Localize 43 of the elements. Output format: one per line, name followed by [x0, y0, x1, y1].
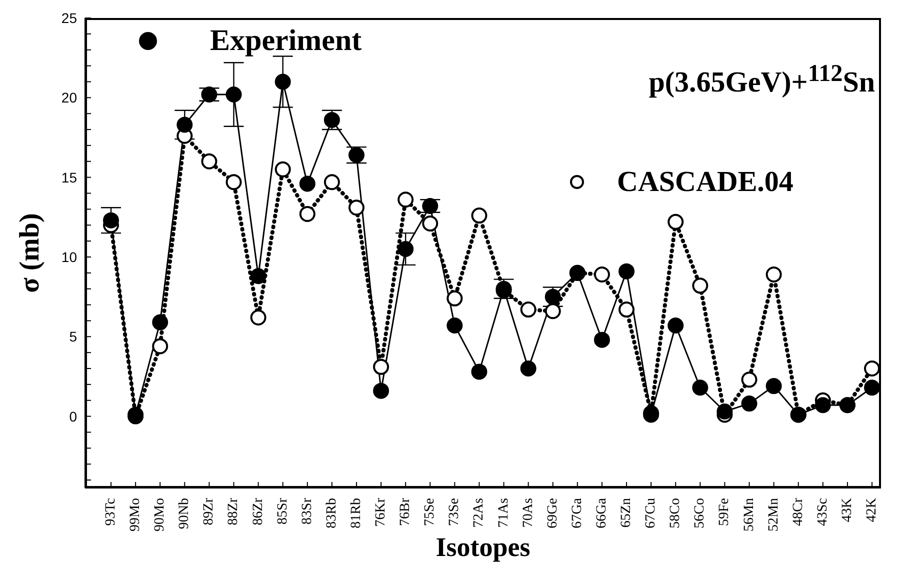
x-tick-label: 56Mn [742, 498, 757, 532]
x-tick-label: 42K [864, 498, 880, 522]
x-tick-label: 76Br [398, 498, 414, 526]
x-tick-label: 99Mo [128, 498, 144, 532]
x-tick-label: 67Ga [570, 497, 585, 528]
x-tick-label: 88Zr [226, 498, 242, 526]
x-tick-label: 70As [520, 498, 536, 528]
y-tick-label: 10 [61, 248, 78, 265]
x-tick-label: 90Mo [152, 498, 168, 532]
y-tick-label: 25 [61, 10, 78, 26]
x-tick-label: 58Co [668, 498, 684, 528]
x-tick-label: 56Co [692, 498, 708, 528]
x-tick-label: 76Kr [374, 498, 389, 527]
x-tick-label: 90Nb [177, 498, 192, 530]
x-tick-label: 81Rb [348, 498, 364, 528]
x-tick-label: 93Tc [104, 498, 118, 526]
y-tick-label: 0 [69, 408, 78, 424]
y-tick-label: 5 [69, 328, 78, 345]
x-tick-label: 75Se [422, 498, 438, 526]
x-tick-label: 66Ga [594, 497, 610, 528]
y-axis-title: σ (mb) [14, 213, 46, 293]
x-tick-label: 43K [840, 498, 855, 522]
x-tick-label: 48Cr [790, 498, 806, 526]
x-tick-label: 83Rb [324, 498, 340, 528]
x-tick-label: 43Sc [815, 498, 830, 526]
x-tick-label: 89Zr [202, 498, 217, 526]
x-axis-title: Isotopes [436, 532, 530, 562]
y-tick-label: 20 [61, 90, 78, 106]
legend-label: Experiment [210, 24, 362, 58]
x-tick-label: 83Sr [300, 498, 315, 524]
x-tick-label: 65Zn [619, 498, 634, 528]
y-tick-label: 15 [61, 169, 78, 186]
x-tick-label: 71As [496, 498, 512, 528]
x-tick-label: 67Cu [644, 498, 659, 528]
annotation: p(3.65GeV)+$^{112}$Sn [648, 60, 875, 100]
x-tick-label: 72As [472, 498, 487, 528]
x-tick-label: 52Mn [766, 498, 782, 532]
x-tick-label: 73Se [447, 498, 462, 526]
x-tick-label: 59Fe [717, 498, 732, 526]
x-tick-label: 85Sr [275, 498, 290, 524]
legend-label: CASCADE.04 [617, 165, 794, 199]
x-tick-label: 69Ge [545, 498, 560, 528]
x-tick-label: 86Zr [250, 498, 266, 526]
